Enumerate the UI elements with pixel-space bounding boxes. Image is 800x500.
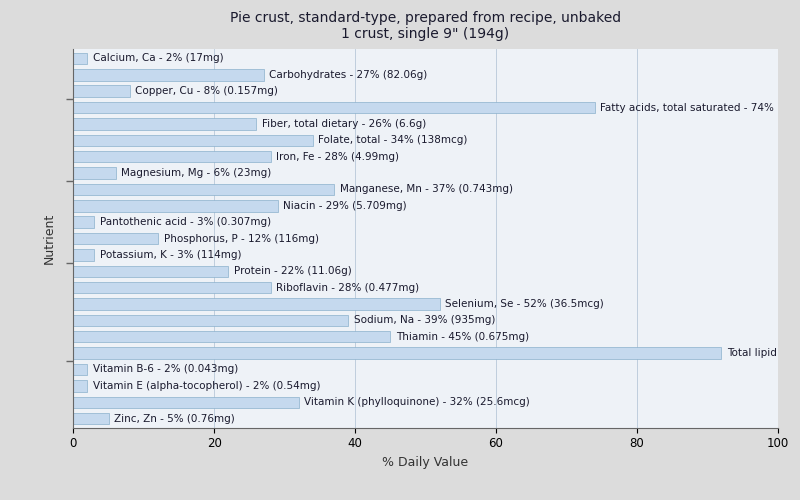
Text: Iron, Fe - 28% (4.99mg): Iron, Fe - 28% (4.99mg) [276,152,399,162]
Text: Fatty acids, total saturated - 74% (14.888g): Fatty acids, total saturated - 74% (14.8… [600,102,800,113]
Text: Pantothenic acid - 3% (0.307mg): Pantothenic acid - 3% (0.307mg) [100,217,271,227]
Bar [74,52,87,64]
Text: Manganese, Mn - 37% (0.743mg): Manganese, Mn - 37% (0.743mg) [340,184,513,194]
Text: Vitamin B-6 - 2% (0.043mg): Vitamin B-6 - 2% (0.043mg) [93,364,238,374]
Bar [74,102,594,114]
Text: Fiber, total dietary - 26% (6.6g): Fiber, total dietary - 26% (6.6g) [262,119,426,129]
Text: Folate, total - 34% (138mcg): Folate, total - 34% (138mcg) [318,136,468,145]
Text: Sodium, Na - 39% (935mg): Sodium, Na - 39% (935mg) [354,316,495,326]
Bar [74,118,257,130]
Text: Magnesium, Mg - 6% (23mg): Magnesium, Mg - 6% (23mg) [122,168,271,178]
Text: Thiamin - 45% (0.675mg): Thiamin - 45% (0.675mg) [396,332,529,342]
Bar [74,348,722,359]
Bar [74,331,390,342]
Bar [74,282,270,294]
Bar [74,86,130,97]
Text: Phosphorus, P - 12% (116mg): Phosphorus, P - 12% (116mg) [163,234,318,243]
Bar [74,233,158,244]
Bar [74,364,87,375]
Text: Potassium, K - 3% (114mg): Potassium, K - 3% (114mg) [100,250,242,260]
Text: Carbohydrates - 27% (82.06g): Carbohydrates - 27% (82.06g) [269,70,427,80]
Text: Copper, Cu - 8% (0.157mg): Copper, Cu - 8% (0.157mg) [135,86,278,96]
Text: Zinc, Zn - 5% (0.76mg): Zinc, Zn - 5% (0.76mg) [114,414,235,424]
Text: Protein - 22% (11.06g): Protein - 22% (11.06g) [234,266,352,276]
Bar [74,69,263,80]
Y-axis label: Nutrient: Nutrient [43,213,56,264]
Text: Selenium, Se - 52% (36.5mcg): Selenium, Se - 52% (36.5mcg) [446,299,604,309]
Bar [74,168,115,179]
Bar [74,413,109,424]
Bar [74,266,228,277]
Text: Riboflavin - 28% (0.477mg): Riboflavin - 28% (0.477mg) [276,282,419,292]
Bar [74,249,94,260]
Text: Vitamin K (phylloquinone) - 32% (25.6mcg): Vitamin K (phylloquinone) - 32% (25.6mcg… [304,397,530,407]
Bar [74,396,298,408]
Title: Pie crust, standard-type, prepared from recipe, unbaked
1 crust, single 9" (194g: Pie crust, standard-type, prepared from … [230,11,621,42]
Text: Total lipid (fat) - 92% (59.75g): Total lipid (fat) - 92% (59.75g) [727,348,800,358]
Bar [74,200,278,211]
Bar [74,380,87,392]
Bar [74,184,334,195]
X-axis label: % Daily Value: % Daily Value [382,456,469,469]
Bar [74,216,94,228]
Text: Niacin - 29% (5.709mg): Niacin - 29% (5.709mg) [283,201,407,211]
Text: Calcium, Ca - 2% (17mg): Calcium, Ca - 2% (17mg) [93,54,224,64]
Bar [74,314,348,326]
Bar [74,151,270,162]
Bar [74,134,313,146]
Bar [74,298,440,310]
Text: Vitamin E (alpha-tocopherol) - 2% (0.54mg): Vitamin E (alpha-tocopherol) - 2% (0.54m… [93,381,321,391]
